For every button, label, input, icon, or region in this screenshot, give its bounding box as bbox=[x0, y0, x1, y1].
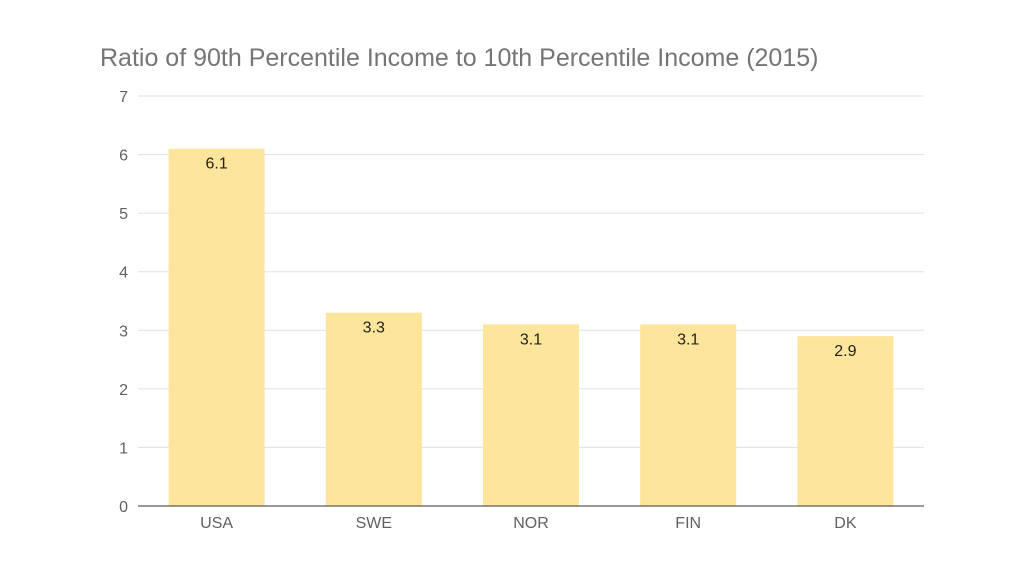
data-label-swe: 3.3 bbox=[363, 320, 385, 337]
y-tick-label-1: 1 bbox=[119, 440, 128, 457]
data-label-fin: 3.1 bbox=[677, 331, 699, 348]
y-tick-label-7: 7 bbox=[119, 89, 128, 106]
x-axis-ticks: USA SWE NOR FIN DK bbox=[200, 515, 857, 532]
bar-nor bbox=[483, 324, 579, 506]
x-tick-label-usa: USA bbox=[200, 515, 233, 532]
y-tick-label-0: 0 bbox=[119, 499, 128, 516]
y-tick-label-5: 5 bbox=[119, 206, 128, 223]
x-tick-label-fin: FIN bbox=[675, 515, 701, 532]
chart-title: Ratio of 90th Percentile Income to 10th … bbox=[100, 44, 818, 72]
data-label-usa: 6.1 bbox=[205, 156, 227, 173]
y-axis-ticks: 0 1 2 3 4 5 6 7 bbox=[119, 89, 128, 516]
y-tick-label-3: 3 bbox=[119, 323, 128, 340]
bar-swe bbox=[325, 312, 422, 506]
x-tick-label-dk: DK bbox=[834, 515, 857, 532]
x-tick-label-nor: NOR bbox=[513, 515, 549, 532]
data-labels: 6.1 3.3 3.1 3.1 2.9 bbox=[205, 156, 856, 360]
x-tick-label-swe: SWE bbox=[356, 515, 392, 532]
data-label-nor: 3.1 bbox=[520, 331, 542, 348]
bar-fin bbox=[640, 324, 737, 506]
bars bbox=[168, 148, 894, 506]
bar-dk bbox=[797, 336, 894, 506]
y-tick-label-2: 2 bbox=[119, 382, 128, 399]
data-label-dk: 2.9 bbox=[834, 343, 856, 360]
bar-usa bbox=[168, 148, 265, 506]
y-tick-label-6: 6 bbox=[119, 148, 128, 165]
y-tick-label-4: 4 bbox=[119, 265, 128, 282]
